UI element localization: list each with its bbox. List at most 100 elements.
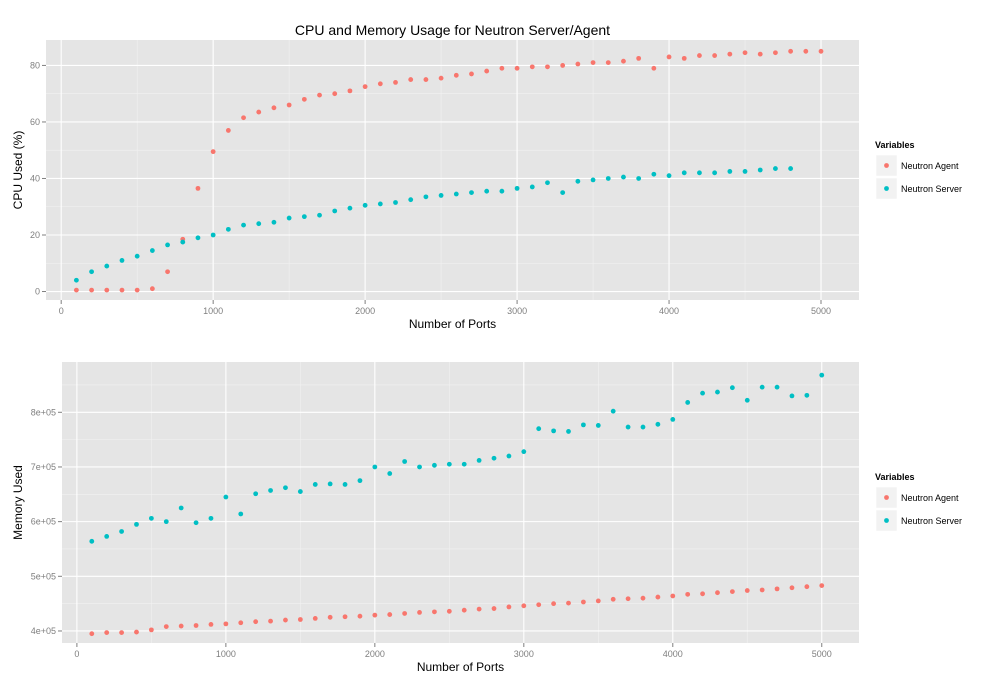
data-point (681, 55, 687, 61)
data-point (393, 79, 398, 85)
data-point (423, 194, 429, 200)
data-point (670, 593, 676, 599)
data-point (119, 287, 125, 293)
data-point (560, 63, 566, 68)
legend-marker (884, 495, 889, 500)
data-point (536, 426, 542, 432)
chart-title: CPU and Memory Usage for Neutron Server/… (295, 22, 610, 38)
data-point (423, 77, 429, 82)
data-point (283, 485, 288, 491)
axis-ticks: 0 1000 2000 3000 4000 5000 4e+05 5e+05 6e+05 7e+0… (31, 407, 832, 659)
legend-label: Neutron Server (901, 516, 962, 526)
data-point (529, 64, 535, 70)
data-point (357, 478, 363, 484)
data-point (605, 60, 611, 66)
axis-ticks: 0 1000 2000 3000 4000 5000 0 20 40 60 80 (30, 60, 831, 316)
data-point (256, 221, 262, 227)
data-point (178, 623, 184, 629)
data-point (223, 494, 229, 500)
y-tick-label: 40 (30, 173, 40, 183)
data-point (208, 515, 214, 521)
data-point (685, 591, 691, 597)
data-point (757, 51, 763, 57)
data-point (301, 96, 307, 102)
data-point (134, 287, 140, 293)
data-point (402, 459, 408, 464)
data-point (134, 521, 139, 527)
data-point (469, 190, 474, 196)
data-point (312, 615, 318, 621)
x-tick-label: 2000 (365, 649, 385, 659)
legend-label: Neutron Server (901, 184, 962, 194)
data-point (119, 258, 125, 263)
data-point (566, 600, 571, 606)
chart-2: 0 1000 2000 3000 4000 5000 4e+05 5e+05 6e+05 7e+0… (11, 362, 962, 674)
data-point (104, 287, 110, 293)
data-point (357, 613, 363, 619)
data-point (476, 458, 482, 463)
data-point (819, 372, 825, 378)
data-point (651, 65, 657, 71)
y-tick-label: 4e+05 (31, 626, 56, 636)
legend-marker (884, 163, 889, 168)
data-point (165, 269, 170, 275)
data-point (697, 170, 702, 176)
data-point (327, 614, 333, 620)
plot-panel (46, 40, 859, 300)
data-point (210, 232, 216, 238)
legend-title: Variables (875, 140, 915, 150)
data-point (271, 219, 277, 225)
data-point (700, 390, 705, 396)
x-axis-title: Number of Ports (417, 660, 504, 674)
data-point (417, 464, 422, 470)
data-point (819, 583, 825, 588)
data-point (757, 167, 763, 173)
data-point (372, 612, 378, 618)
data-point (461, 607, 467, 613)
x-tick-label: 4000 (663, 649, 683, 659)
x-tick-label: 0 (74, 649, 79, 659)
data-point (759, 587, 765, 593)
data-point (193, 623, 199, 628)
data-point (297, 489, 303, 494)
series-neutron-server (73, 166, 794, 283)
y-tick-label: 20 (30, 230, 40, 240)
data-point (551, 428, 557, 434)
data-point (610, 408, 616, 414)
data-point (73, 277, 79, 283)
legend-marker (884, 518, 889, 523)
data-point (697, 53, 702, 58)
data-point (297, 617, 303, 622)
data-point (742, 50, 748, 56)
legend: Variables Neutron Agent Neutron Server (875, 472, 962, 532)
legend-label: Neutron Agent (901, 161, 959, 171)
data-point (469, 71, 474, 77)
legend: Variables Neutron Agent Neutron Server (875, 140, 962, 200)
data-point (241, 222, 246, 228)
data-point (560, 190, 566, 196)
plot-panel (62, 362, 859, 643)
data-point (575, 61, 581, 67)
data-point (621, 174, 626, 180)
x-tick-label: 1000 (203, 306, 223, 316)
data-point (268, 618, 273, 624)
data-point (506, 604, 512, 610)
data-point (119, 529, 124, 534)
data-point (595, 598, 601, 604)
data-point (773, 50, 778, 56)
data-point (476, 606, 482, 612)
data-point (89, 287, 94, 293)
data-point (514, 65, 520, 71)
data-point (774, 384, 780, 390)
data-point (575, 178, 581, 184)
data-point (727, 169, 733, 174)
data-point (104, 533, 110, 539)
y-tick-label: 7e+05 (31, 462, 56, 472)
data-point (666, 173, 672, 179)
legend-label: Neutron Agent (901, 493, 959, 503)
y-tick-label: 6e+05 (31, 517, 56, 527)
data-point (163, 519, 169, 525)
data-point (636, 55, 642, 61)
data-point (238, 620, 244, 626)
data-point (625, 424, 631, 430)
